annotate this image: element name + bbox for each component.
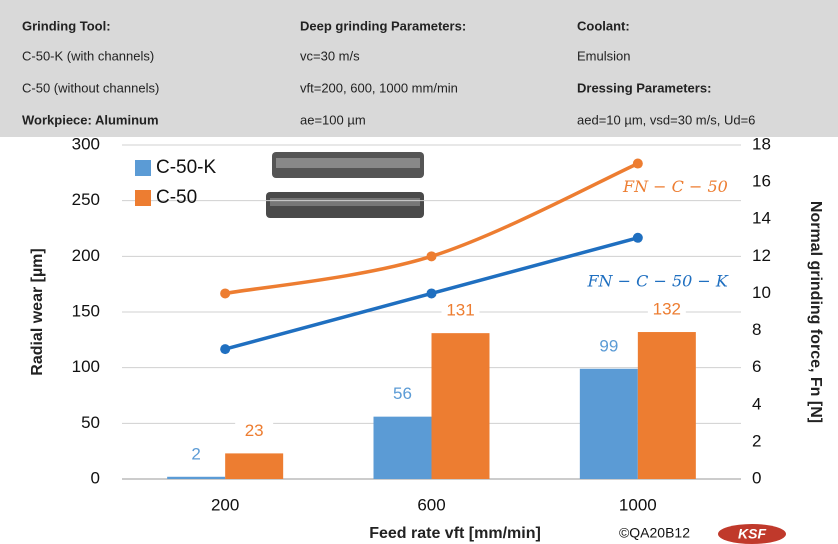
- y2-tick-label: 18: [752, 134, 771, 153]
- y-tick-label: 200: [72, 246, 100, 265]
- y2-tick-label: 6: [752, 357, 761, 376]
- bar: [225, 453, 283, 479]
- y2-tick-label: 8: [752, 320, 761, 339]
- header-cell: Grinding Tool:: [22, 18, 111, 33]
- line-point: [633, 233, 643, 243]
- bar: [432, 333, 490, 479]
- line-label: FN − C − 50 − K: [586, 271, 728, 290]
- line-point: [633, 159, 643, 169]
- data-label: 56: [393, 384, 412, 403]
- legend-label: C-50-K: [156, 157, 217, 178]
- line-point: [220, 344, 230, 354]
- header-cell: Workpiece: Aluminum: [22, 112, 159, 127]
- y2-tick-label: 14: [752, 209, 771, 228]
- data-label: 132: [653, 300, 681, 319]
- data-label: 131: [446, 301, 474, 320]
- legend-swatch: [135, 160, 151, 176]
- chart: ©QA20B12 KSF Feed rate vft [mm/min] Radi…: [0, 0, 838, 544]
- y2-tick-label: 12: [752, 246, 771, 265]
- data-label: 2: [191, 444, 200, 463]
- page: ©QA20B12 KSF Feed rate vft [mm/min] Radi…: [0, 0, 838, 544]
- y-tick-label: 300: [72, 134, 100, 153]
- x-tick-label: 1000: [619, 495, 657, 514]
- y2-tick-label: 4: [752, 394, 761, 413]
- x-axis-title: Feed rate vft [mm/min]: [369, 525, 541, 542]
- y-tick-label: 250: [72, 190, 100, 209]
- bar: [580, 369, 638, 479]
- y2-tick-label: 16: [752, 172, 771, 191]
- data-label: 23: [245, 421, 264, 440]
- header-cell: Emulsion: [577, 48, 630, 63]
- header-cell: vft=200, 600, 1000 mm/min: [300, 80, 458, 95]
- header-cell: C-50 (without channels): [22, 80, 159, 95]
- y-tick-label: 0: [91, 468, 100, 487]
- y2-tick-label: 2: [752, 431, 761, 450]
- copyright: ©QA20B12: [619, 525, 690, 541]
- header-cell: vc=30 m/s: [300, 48, 360, 63]
- header-cell: Dressing Parameters:: [577, 80, 711, 95]
- header-cell: aed=10 µm, vsd=30 m/s, Ud=6: [577, 112, 755, 127]
- line-label: FN − C − 50: [622, 177, 728, 196]
- logo: KSF: [738, 526, 766, 542]
- y2-tick-label: 0: [752, 468, 761, 487]
- legend-label: C-50: [156, 187, 197, 208]
- y-tick-label: 100: [72, 357, 100, 376]
- header-cell: C-50-K (with channels): [22, 48, 154, 63]
- bar: [374, 417, 432, 479]
- legend-swatch: [135, 190, 151, 206]
- y-tick-label: 150: [72, 301, 100, 320]
- x-tick-label: 200: [211, 495, 239, 514]
- header-cell: ae=100 µm: [300, 112, 366, 127]
- line: [225, 164, 638, 294]
- data-label: 99: [599, 336, 618, 355]
- bar: [638, 332, 696, 479]
- y2-tick-label: 10: [752, 283, 771, 302]
- bar: [167, 477, 225, 479]
- header-cell: Coolant:: [577, 18, 630, 33]
- x-tick-label: 600: [417, 495, 445, 514]
- line-point: [220, 288, 230, 298]
- y2-axis-title: Normal grinding force, Fn [N]: [807, 201, 824, 423]
- line-point: [427, 288, 437, 298]
- y-tick-label: 50: [81, 413, 100, 432]
- header-cell: Deep grinding Parameters:: [300, 18, 466, 33]
- y-axis-title: Radial wear [µm]: [29, 248, 46, 375]
- photos: [266, 152, 424, 218]
- line-point: [427, 251, 437, 261]
